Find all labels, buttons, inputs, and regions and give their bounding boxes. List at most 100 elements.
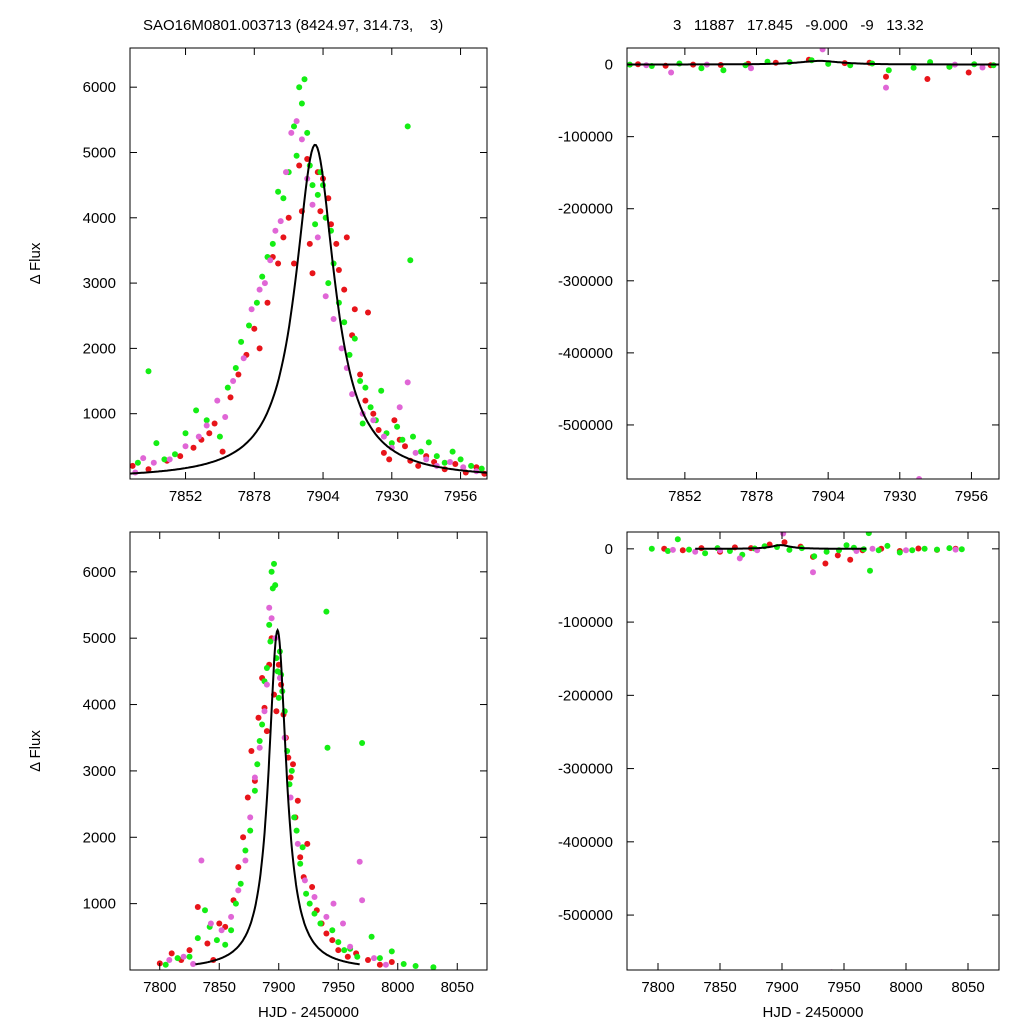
y-tick-label: 1000 <box>83 406 116 423</box>
data-point-red <box>190 444 197 451</box>
x-tick-label: 7852 <box>169 488 202 505</box>
data-point-green <box>259 273 266 280</box>
data-point-red <box>323 930 330 937</box>
data-point-magenta <box>261 280 268 287</box>
data-point-red <box>333 240 340 247</box>
data-point-magenta <box>309 201 316 208</box>
data-point-magenta <box>298 136 305 143</box>
data-point-green <box>433 453 440 460</box>
data-point-magenta <box>166 957 173 963</box>
data-point-magenta <box>256 744 263 751</box>
data-point-magenta <box>330 316 337 322</box>
data-point-red <box>244 794 251 801</box>
data-point-green <box>303 890 310 897</box>
y-axis-label: Δ Flux <box>27 242 44 284</box>
data-point-green <box>309 182 316 189</box>
data-point-red <box>335 267 342 273</box>
data-point-green <box>367 404 374 411</box>
data-point-magenta <box>267 257 274 264</box>
data-point-magenta <box>283 169 289 176</box>
data-point-green <box>698 65 705 72</box>
data-point-red <box>227 394 234 401</box>
y-tick-label: 6000 <box>83 564 116 581</box>
data-point-red <box>362 397 369 404</box>
model-curve <box>627 59 999 66</box>
data-point-green <box>134 459 141 466</box>
data-point-magenta <box>272 227 279 234</box>
data-point-green <box>351 335 358 342</box>
data-point-red <box>145 466 152 473</box>
data-point-green <box>172 451 178 458</box>
data-point-magenta <box>268 615 275 622</box>
x-tick-label: 7956 <box>955 488 988 505</box>
x-tick-label: 8000 <box>381 979 414 996</box>
data-point-magenta <box>780 532 787 537</box>
data-point-red <box>309 270 316 277</box>
x-tick-label: 7850 <box>703 979 736 996</box>
x-axis-label: HJD - 2450000 <box>258 1004 359 1021</box>
data-point-red <box>206 430 213 437</box>
data-point-green <box>232 900 239 907</box>
data-point-green <box>412 963 419 969</box>
data-point-green <box>267 638 274 645</box>
data-point-green <box>702 550 709 557</box>
data-point-red <box>375 427 382 433</box>
data-point-green <box>263 665 270 671</box>
data-point-green <box>272 582 279 589</box>
data-point-magenta <box>347 943 354 950</box>
data-point-magenta <box>263 681 270 688</box>
data-point-magenta <box>240 355 247 362</box>
y-tick-label: -300000 <box>558 273 613 290</box>
data-point-green <box>253 299 260 306</box>
data-point-green <box>323 608 330 615</box>
data-point-green <box>362 384 369 391</box>
y-tick-label: -200000 <box>558 201 613 218</box>
data-point-green <box>811 553 818 560</box>
data-point-red <box>388 959 395 965</box>
data-point-green <box>910 64 917 71</box>
y-tick-label: 1000 <box>83 896 116 913</box>
data-point-red <box>219 448 226 455</box>
data-point-green <box>271 560 277 567</box>
data-point-red <box>329 937 336 944</box>
data-point-green <box>293 827 300 834</box>
data-point-green <box>843 542 850 549</box>
data-point-magenta <box>382 961 389 968</box>
data-point-magenta <box>150 459 157 466</box>
data-point-red <box>309 884 316 890</box>
data-point-magenta <box>301 877 308 884</box>
data-point-magenta <box>952 546 959 553</box>
data-point-magenta <box>294 840 301 847</box>
data-point-magenta <box>370 417 377 424</box>
data-point-green <box>311 910 318 917</box>
y-tick-label: -500000 <box>558 907 613 924</box>
data-point-red <box>240 834 247 841</box>
data-point-magenta <box>669 546 676 553</box>
data-point-green <box>958 546 965 553</box>
data-point-green <box>317 920 324 927</box>
data-point-green <box>457 456 464 463</box>
data-point-green <box>359 740 366 746</box>
data-point-magenta <box>423 456 430 463</box>
data-point-green <box>934 546 940 553</box>
model-curve <box>195 627 360 966</box>
data-point-green <box>674 536 681 543</box>
data-point-green <box>259 721 266 728</box>
data-point-green <box>346 351 353 358</box>
data-point-magenta <box>248 306 255 313</box>
data-point-red <box>304 840 311 847</box>
data-point-green <box>296 84 303 91</box>
data-point-green <box>237 880 244 887</box>
data-point-magenta <box>748 65 754 72</box>
data-point-red <box>915 545 922 552</box>
data-point-red <box>304 156 311 162</box>
data-point-red <box>452 461 459 467</box>
data-point-red <box>834 552 841 559</box>
data-point-magenta <box>166 456 173 463</box>
x-tick-label: 7852 <box>668 488 701 505</box>
data-point-magenta <box>668 69 675 76</box>
data-point-green <box>268 568 275 575</box>
data-point-magenta <box>314 234 321 241</box>
data-point-red <box>391 417 398 424</box>
